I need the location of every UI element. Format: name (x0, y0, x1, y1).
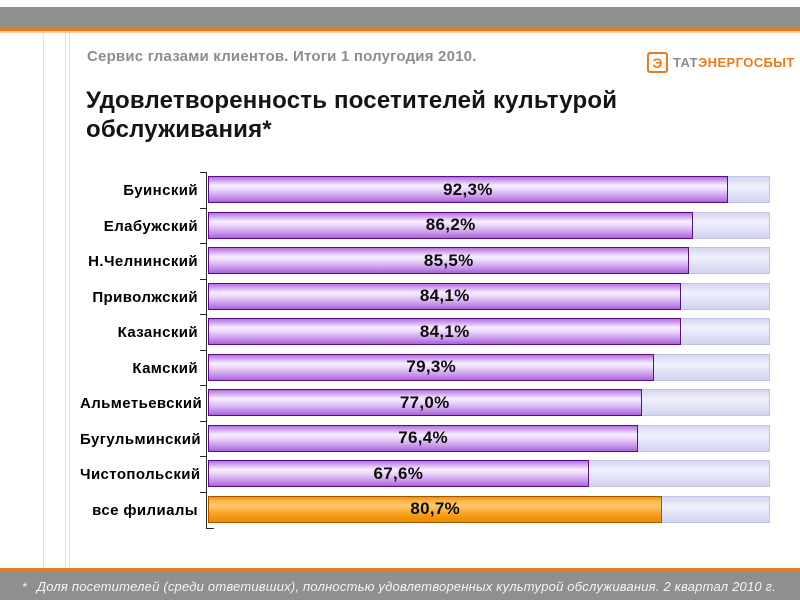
bar-value-label: 67,6% (373, 463, 424, 483)
left-guide-line (69, 33, 70, 568)
bar-plot-area: 92,3% (200, 172, 771, 209)
bar: 84,1% (208, 282, 682, 310)
category-label: Чистопольский (80, 466, 201, 484)
bar-value-label: 86,2% (425, 215, 476, 234)
footnote-marker: * (22, 579, 27, 594)
left-guide-line (43, 33, 44, 568)
bar: 84,1% (208, 318, 682, 345)
logo-text: ТАТЭНЕРГОСБЫТ (673, 55, 795, 70)
bar-value-label: 76,4% (398, 428, 448, 447)
category-label: Бугульминский (80, 430, 201, 448)
slide-subtitle: Сервис глазами клиентов. Итоги 1 полугод… (87, 48, 477, 65)
logo-text-gray: ТАТ (673, 55, 699, 70)
top-gray-band (0, 7, 800, 27)
category-label: все филиалы (92, 501, 198, 519)
bar-plot-area: 76,4% (200, 420, 771, 457)
category-label: Казанский (117, 324, 198, 342)
chart-row: Приволжский 84,1% (80, 278, 771, 315)
chart-row: Альметьевский 77,0% (80, 385, 771, 422)
bar-plot-area: 85,5% (200, 243, 771, 280)
bar-plot-area: 79,3% (200, 349, 771, 386)
bar-all-branches: 80,7% (208, 495, 663, 523)
bar-value-label: 84,1% (419, 321, 470, 341)
bar-plot-area: 84,1% (200, 314, 771, 351)
bar: 79,3% (208, 353, 655, 381)
axis-end-tick (206, 528, 214, 529)
bar: 67,6% (208, 460, 589, 487)
category-label: Альметьевский (80, 395, 203, 413)
chart-row: Казанский 84,1% (80, 314, 771, 351)
bar-value-label: 80,7% (410, 499, 461, 518)
footnote-text: Доля посетителей (среди ответивших), пол… (36, 578, 777, 594)
satisfaction-bar-chart: Буинский 92,3% Елабужский 86,2% Н.Челнинский… (80, 172, 771, 529)
chart-row: Чистопольский 67,6% (80, 456, 771, 493)
chart-row: Бугульминский 76,4% (80, 420, 771, 457)
chart-row: Елабужский 86,2% (80, 207, 771, 244)
bottom-orange-rule (0, 568, 800, 572)
left-guide-line (65, 33, 66, 568)
bar-plot-area: 86,2% (200, 207, 771, 244)
top-peach-rule (0, 31, 800, 33)
bar-value-label: 85,5% (423, 250, 474, 270)
category-label: Елабужский (103, 217, 198, 235)
chart-rows: Буинский 92,3% Елабужский 86,2% Н.Челнинский… (80, 172, 771, 528)
page-title: Удовлетворенность посетителей культурой … (86, 87, 618, 144)
bar-plot-area: 84,1% (200, 278, 771, 315)
category-label: Приволжский (92, 288, 198, 306)
bar-value-label: 92,3% (442, 179, 493, 199)
bar-plot-area: 80,7% (200, 491, 771, 528)
bar-plot-area: 77,0% (200, 385, 771, 422)
bar-value-label: 79,3% (406, 357, 457, 376)
bar-value-label: 77,0% (399, 392, 450, 412)
chart-row: все филиалы 80,7% (80, 491, 771, 528)
logo-mark-icon: Э (647, 52, 668, 73)
chart-row: Камский 79,3% (80, 349, 771, 386)
top-orange-rule (0, 27, 800, 31)
category-label: Н.Челнинский (88, 253, 198, 271)
bar: 86,2% (208, 211, 694, 239)
bar-plot-area: 67,6% (200, 456, 771, 493)
chart-row: Н.Челнинский 85,5% (80, 243, 771, 280)
bar: 92,3% (208, 176, 728, 203)
category-label: Камский (132, 359, 198, 377)
company-logo: Э ТАТЭНЕРГОСБЫТ (647, 52, 795, 73)
bar: 76,4% (208, 424, 639, 452)
bottom-gray-band: * Доля посетителей (среди ответивших), по… (0, 572, 800, 600)
chart-row: Буинский 92,3% (80, 172, 771, 209)
bar: 85,5% (208, 247, 690, 274)
logo-text-orange: ЭНЕРГОСБЫТ (698, 55, 795, 70)
footnote: * Доля посетителей (среди ответивших), по… (22, 579, 776, 594)
category-label: Буинский (123, 182, 198, 200)
bar: 77,0% (208, 389, 642, 416)
bar-value-label: 84,1% (419, 286, 470, 305)
